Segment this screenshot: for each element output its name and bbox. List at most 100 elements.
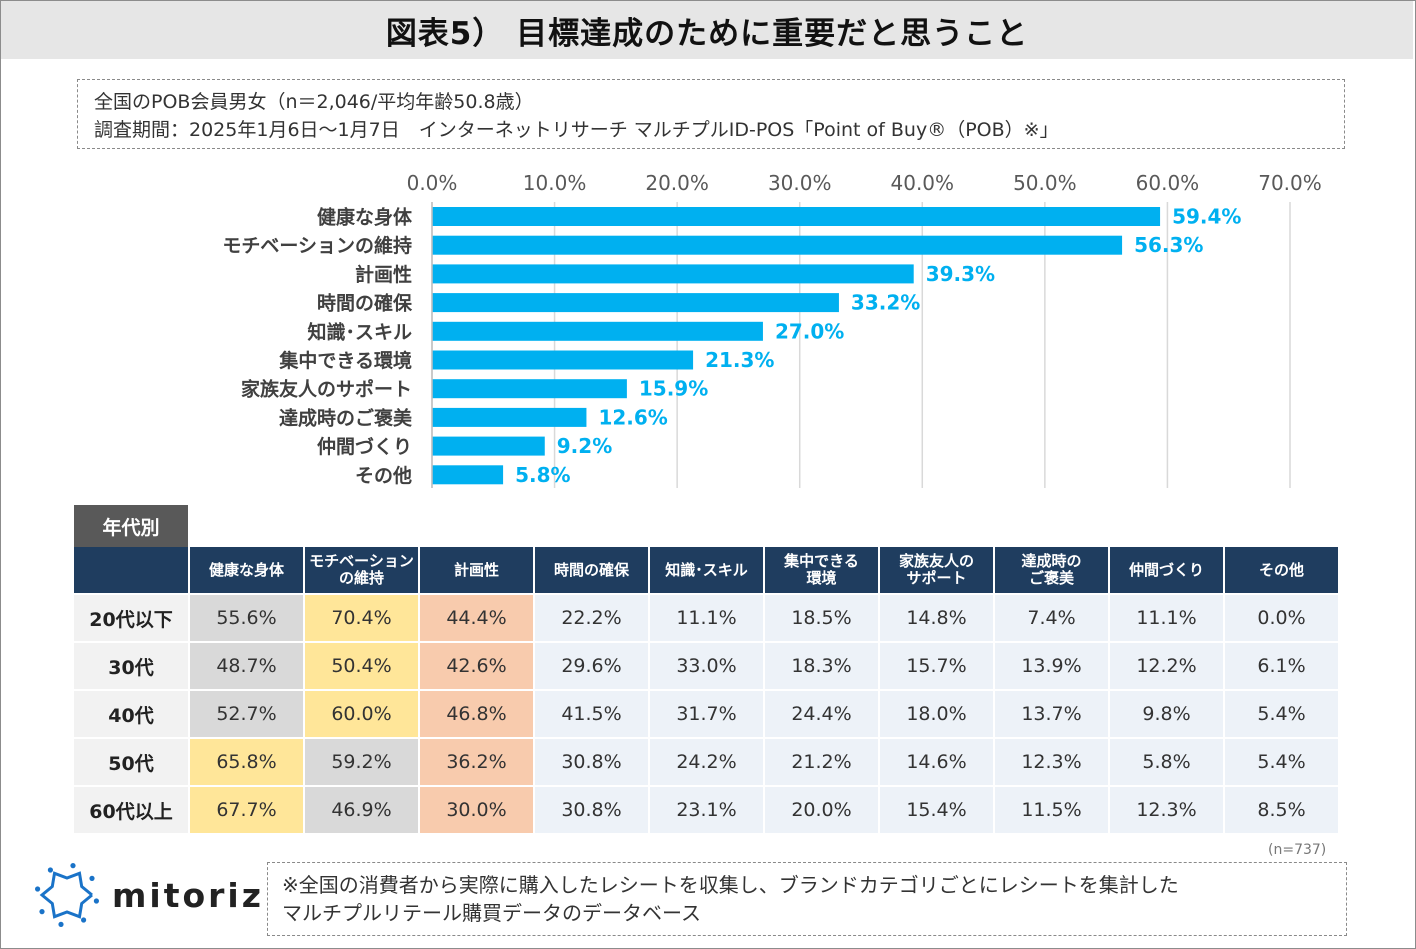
category-label: その他 [355,464,412,487]
table-cell: 42.6% [420,641,535,689]
table-cell: 9.8% [1110,689,1225,737]
column-header-line: 計画性 [453,560,499,579]
logo-dot [39,909,45,915]
column-header-line: サポート [906,569,967,587]
table-cell: 30.8% [535,785,650,833]
data-label: 12.6% [598,405,667,429]
mitoriz-logo: mitoriz [34,862,264,928]
table-header-row: 健康な身体 モチベーション の維持 計画性 時間の確保 知識･スキル 集中できる 環境 家族友人… [74,547,1338,593]
table-cell: 8.5% [1225,785,1338,833]
column-header-line: 家族友人の [898,552,974,570]
category-label: 時間の確保 [317,292,413,315]
table-cell: 18.5% [765,593,880,641]
table-cell: 30.8% [535,737,650,785]
data-label: 59.4% [1172,205,1241,229]
column-header: 時間の確保 [535,547,650,593]
column-header: 達成時の ご褒美 [995,547,1110,593]
column-header-line: ご褒美 [1028,569,1074,587]
x-tick-label: 0.0% [407,171,458,195]
logo-dot [93,898,99,904]
table-cell: 46.8% [420,689,535,737]
category-label: モチベーションの維持 [222,234,412,257]
x-tick-label: 50.0% [1013,171,1077,195]
table-row: 40代 52.7% 60.0% 46.8% 41.5% 31.7% 24.4% 18.0% 13… [74,689,1338,737]
column-header-line: の維持 [338,569,384,587]
survey-info-line-1: 全国のPOB会員男女（n＝2,046/平均年齢50.8歳） [94,91,534,113]
age-breakdown-table: 健康な身体 モチベーション の維持 計画性 時間の確保 知識･スキル 集中できる 環境 家族友人… [74,547,1338,833]
footnote-box: ※全国の消費者から実際に購入したレシートを収集し、ブランドカテゴリごとにレシート… [267,862,1347,936]
row-header: 40代 [74,689,190,737]
survey-info-box: 全国のPOB会員男女（n＝2,046/平均年齢50.8歳） 調査期間：2025年… [77,79,1345,149]
x-tick-label: 70.0% [1258,171,1322,195]
bar [432,379,627,399]
category-label: 知識･スキル [307,320,412,343]
table-cell: 67.7% [190,785,305,833]
data-label: 56.3% [1134,233,1203,257]
x-tick-label: 30.0% [768,171,832,195]
table-cell: 15.7% [880,641,995,689]
table-cell: 29.6% [535,641,650,689]
table-cell: 41.5% [535,689,650,737]
category-label: 計画性 [355,263,412,286]
table-cell: 30.0% [420,785,535,833]
bar [432,407,587,427]
table-cell: 44.4% [420,593,535,641]
category-label: 健康な身体 [317,206,413,229]
table-cell: 24.4% [765,689,880,737]
logo-dot [89,875,95,881]
column-header-line: その他 [1258,560,1304,579]
table-cell: 20.0% [765,785,880,833]
table-row: 30代 48.7% 50.4% 42.6% 29.6% 33.0% 18.3% 15.7% 13… [74,641,1338,689]
table-cell: 18.3% [765,641,880,689]
x-tick-label: 60.0% [1136,171,1200,195]
logo-dot [58,921,64,927]
column-header-line: 時間の確保 [553,560,629,579]
table-cell: 5.4% [1225,689,1338,737]
table-cell: 13.7% [995,689,1110,737]
table-cell: 6.1% [1225,641,1338,689]
column-header-line: 健康な身体 [208,560,284,579]
column-header: その他 [1225,547,1338,593]
table-cell: 23.1% [650,785,765,833]
table-cell: 52.7% [190,689,305,737]
table-cell: 70.4% [305,593,420,641]
column-header: 知識･スキル [650,547,765,593]
table-row: 60代以上 67.7% 46.9% 30.0% 30.8% 23.1% 20.0% 15.4%… [74,785,1338,833]
table-cell: 5.8% [1110,737,1225,785]
footnote-line-1: ※全国の消費者から実際に購入したレシートを収集し、ブランドカテゴリごとにレシート… [282,873,1179,897]
table-cell: 18.0% [880,689,995,737]
column-header: 家族友人の サポート [880,547,995,593]
table-cell: 24.2% [650,737,765,785]
table-cell: 15.4% [880,785,995,833]
table-cell: 5.4% [1225,737,1338,785]
table-cell: 65.8% [190,737,305,785]
bar [432,465,504,485]
table-cell: 22.2% [535,593,650,641]
bar-chart: 0.0% 10.0% 20.0% 30.0% 40.0% 50.0% 60.0% 70.0% 健… [222,171,1322,488]
bar [432,264,914,284]
x-tick-label: 40.0% [891,171,955,195]
data-label: 39.3% [926,262,995,286]
bar [432,207,1161,226]
data-label: 15.9% [639,377,708,401]
table-cell: 11.5% [995,785,1110,833]
column-header-line: 集中できる [784,552,859,570]
table-cell: 13.9% [995,641,1110,689]
column-header-line: 仲間づくり [1128,560,1204,579]
table-cell: 0.0% [1225,593,1338,641]
footnote-line-2: マルチプルリテール購買データのデータベース [282,901,701,925]
data-label: 33.2% [851,291,920,315]
sample-size-note: (n=737) [1268,842,1327,858]
column-header-line: 知識･スキル [665,560,748,579]
data-label: 9.2% [557,434,612,458]
table-cell: 12.3% [995,737,1110,785]
table-row: 20代以下 55.6% 70.4% 44.4% 22.2% 11.1% 18.5% 14.8%… [74,593,1338,641]
mitoriz-logo-icon [35,863,99,927]
data-label: 5.8% [515,463,570,487]
table-cell: 50.4% [305,641,420,689]
data-label: 27.0% [775,319,844,343]
column-header-line: 環境 [806,569,837,587]
category-label: 集中できる環境 [278,349,412,372]
column-header: 計画性 [420,547,535,593]
table-corner-header [74,547,190,593]
